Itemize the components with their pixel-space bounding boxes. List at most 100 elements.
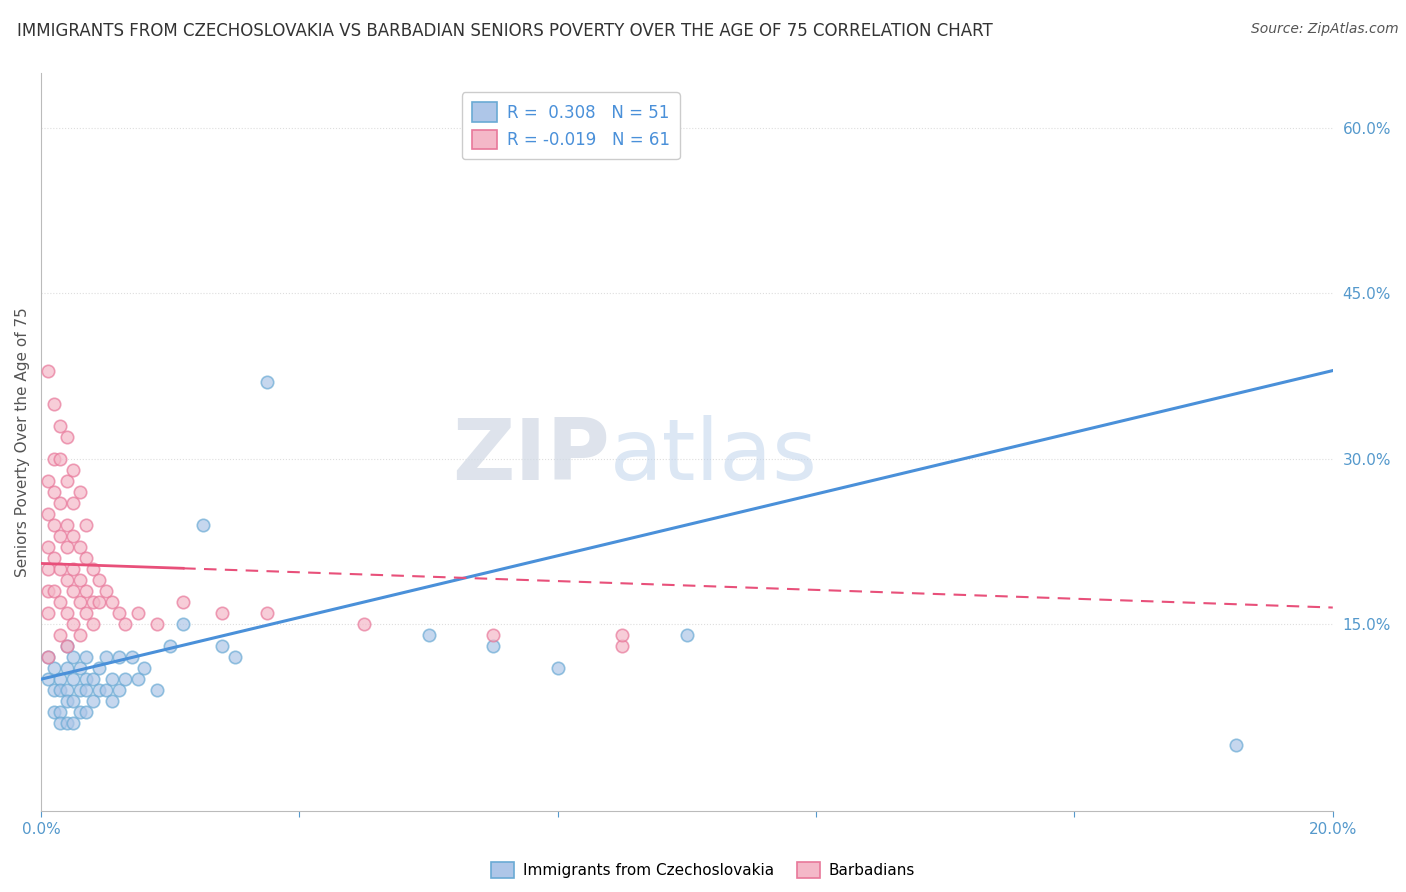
Point xyxy=(101,672,124,686)
Point xyxy=(1225,739,1247,753)
Point xyxy=(56,430,79,444)
Point xyxy=(56,606,79,620)
Point xyxy=(82,595,104,609)
Point xyxy=(82,694,104,708)
Point xyxy=(49,529,72,543)
Point xyxy=(89,661,111,675)
Point xyxy=(75,550,97,565)
Point xyxy=(42,584,65,599)
Point xyxy=(75,683,97,698)
Point xyxy=(482,639,505,653)
Point xyxy=(62,529,84,543)
Point xyxy=(49,716,72,731)
Text: IMMIGRANTS FROM CZECHOSLOVAKIA VS BARBADIAN SENIORS POVERTY OVER THE AGE OF 75 C: IMMIGRANTS FROM CZECHOSLOVAKIA VS BARBAD… xyxy=(17,22,993,40)
Point xyxy=(69,484,91,499)
Point xyxy=(82,617,104,632)
Point xyxy=(172,595,194,609)
Point xyxy=(159,639,181,653)
Point xyxy=(107,683,129,698)
Point xyxy=(56,639,79,653)
Point xyxy=(49,705,72,719)
Point xyxy=(101,694,124,708)
Point xyxy=(191,517,214,532)
Point xyxy=(127,606,149,620)
Point xyxy=(62,694,84,708)
Point xyxy=(62,463,84,477)
Point xyxy=(69,573,91,587)
Point xyxy=(49,496,72,510)
Point xyxy=(89,573,111,587)
Point xyxy=(62,716,84,731)
Point xyxy=(49,672,72,686)
Point xyxy=(62,562,84,576)
Point xyxy=(146,617,169,632)
Point xyxy=(211,606,233,620)
Point xyxy=(547,661,569,675)
Point xyxy=(94,683,117,698)
Point xyxy=(676,628,699,642)
Point xyxy=(224,650,246,665)
Point xyxy=(69,661,91,675)
Point xyxy=(418,628,440,642)
Point xyxy=(89,595,111,609)
Point xyxy=(114,672,136,686)
Point xyxy=(127,672,149,686)
Point xyxy=(82,672,104,686)
Point xyxy=(49,562,72,576)
Point xyxy=(75,705,97,719)
Point xyxy=(56,517,79,532)
Point xyxy=(107,606,129,620)
Point xyxy=(172,617,194,632)
Point xyxy=(49,683,72,698)
Point xyxy=(82,562,104,576)
Point xyxy=(42,397,65,411)
Point xyxy=(49,451,72,466)
Point xyxy=(69,628,91,642)
Point xyxy=(42,517,65,532)
Point xyxy=(37,584,59,599)
Point xyxy=(256,606,278,620)
Point xyxy=(37,650,59,665)
Point xyxy=(75,650,97,665)
Point xyxy=(146,683,169,698)
Text: ZIP: ZIP xyxy=(451,416,609,499)
Point xyxy=(482,628,505,642)
Point xyxy=(75,606,97,620)
Point xyxy=(256,375,278,389)
Point xyxy=(69,705,91,719)
Point xyxy=(62,672,84,686)
Point xyxy=(612,639,634,653)
Point xyxy=(42,484,65,499)
Point xyxy=(62,496,84,510)
Point xyxy=(37,562,59,576)
Y-axis label: Seniors Poverty Over the Age of 75: Seniors Poverty Over the Age of 75 xyxy=(15,308,30,577)
Point xyxy=(37,606,59,620)
Point xyxy=(121,650,143,665)
Point xyxy=(42,661,65,675)
Point xyxy=(211,639,233,653)
Point xyxy=(37,363,59,377)
Point xyxy=(75,517,97,532)
Point xyxy=(75,672,97,686)
Point xyxy=(37,507,59,521)
Point xyxy=(107,650,129,665)
Point xyxy=(89,683,111,698)
Legend: Immigrants from Czechoslovakia, Barbadians: Immigrants from Czechoslovakia, Barbadia… xyxy=(485,856,921,884)
Point xyxy=(134,661,156,675)
Point xyxy=(49,628,72,642)
Point xyxy=(37,650,59,665)
Point xyxy=(49,418,72,433)
Point xyxy=(42,683,65,698)
Point xyxy=(42,550,65,565)
Point xyxy=(56,716,79,731)
Point xyxy=(69,683,91,698)
Point xyxy=(69,540,91,554)
Point xyxy=(94,650,117,665)
Text: Source: ZipAtlas.com: Source: ZipAtlas.com xyxy=(1251,22,1399,37)
Point xyxy=(56,661,79,675)
Point xyxy=(37,474,59,488)
Point xyxy=(353,617,375,632)
Point xyxy=(56,639,79,653)
Point xyxy=(114,617,136,632)
Point xyxy=(62,584,84,599)
